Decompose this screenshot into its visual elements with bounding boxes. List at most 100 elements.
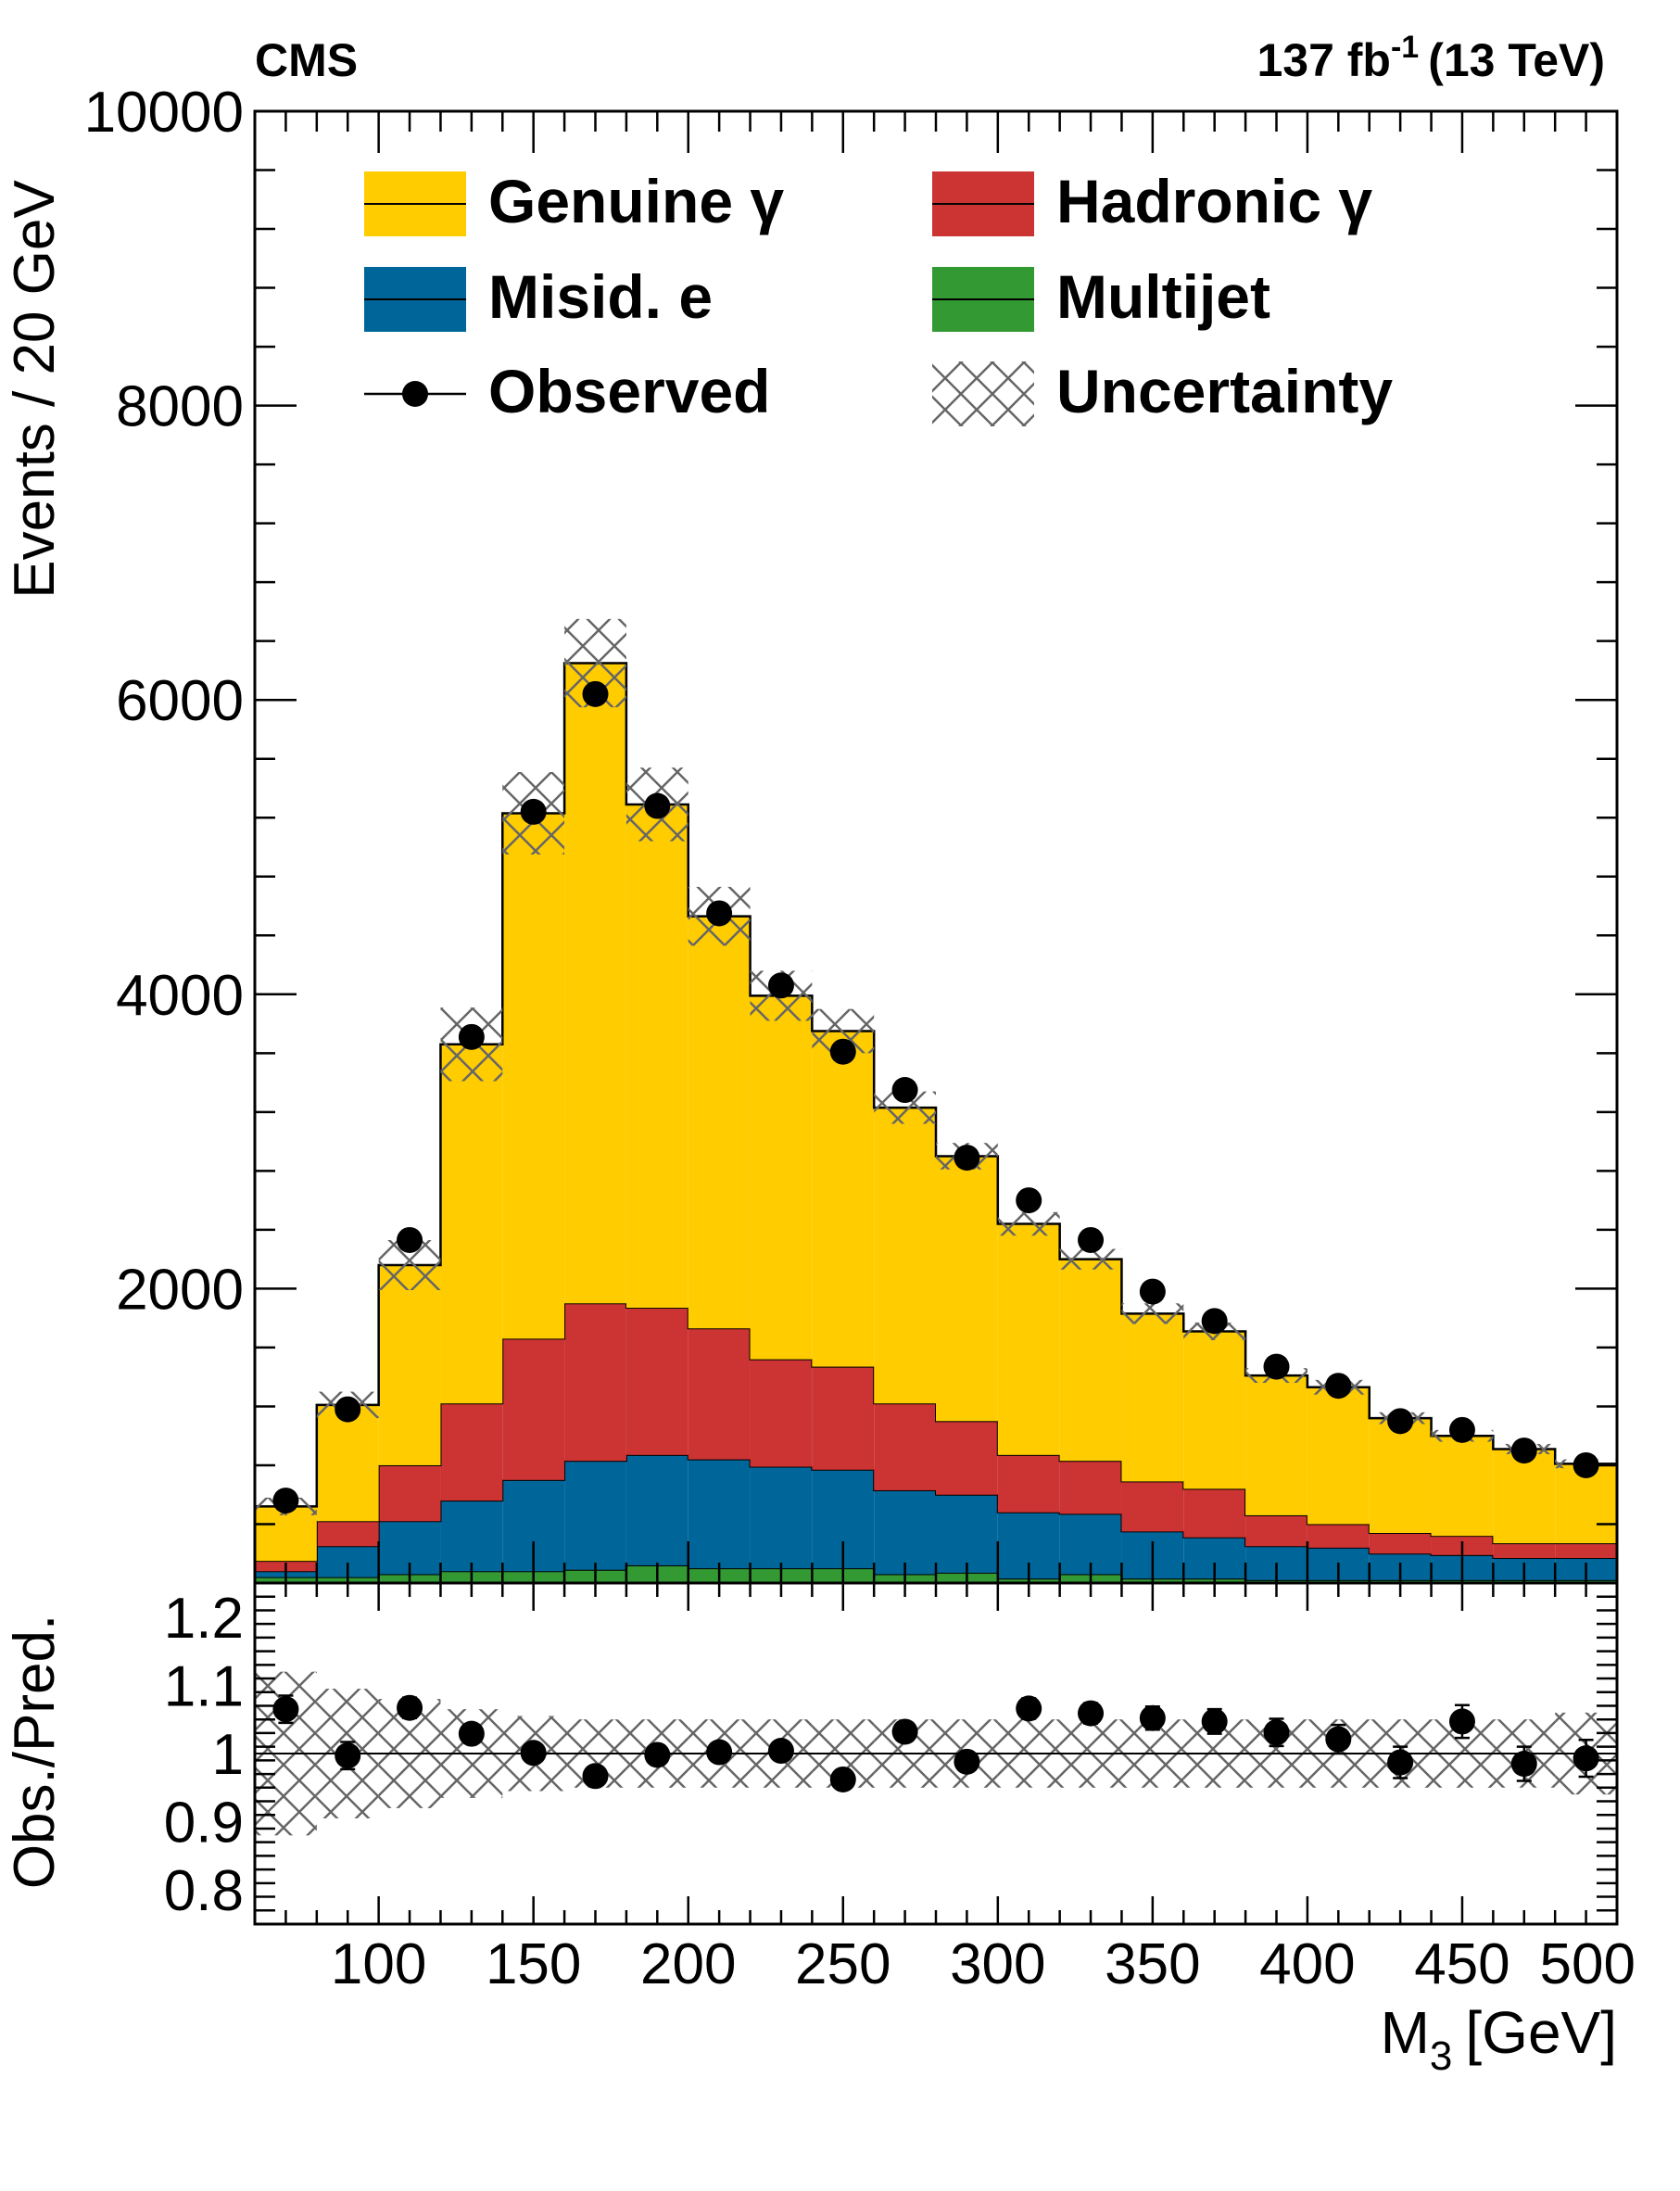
x-axis-label: M3 [GeV]: [1381, 1999, 1617, 2079]
experiment-label: CMS: [255, 34, 358, 86]
legend-item-observed: Observed: [364, 357, 770, 425]
bar-genuine: [688, 916, 751, 1329]
observed-point: [644, 792, 671, 819]
bar-hadronic: [1555, 1543, 1617, 1559]
ratio-point: [1201, 1708, 1228, 1735]
observed-point: [458, 1023, 485, 1050]
legend-item-uncertainty: Uncertainty: [932, 357, 1393, 426]
bar-misid: [936, 1494, 998, 1573]
legend-swatch-uncertainty: [932, 361, 1034, 426]
x-tick-label: 400: [1259, 1932, 1355, 1996]
bar-genuine: [1183, 1331, 1246, 1489]
ratio-point: [397, 1694, 423, 1721]
legend-item-multijet: Multijet: [932, 262, 1270, 332]
bar-genuine: [1245, 1375, 1307, 1515]
bar-genuine: [564, 663, 626, 1304]
bar-genuine: [1121, 1313, 1184, 1482]
bar-hadronic: [440, 1403, 503, 1501]
observed-point: [1139, 1278, 1166, 1305]
legend-label-multijet: Multijet: [1056, 262, 1270, 331]
bar-hadronic: [1493, 1543, 1556, 1559]
bar-genuine: [1431, 1436, 1494, 1537]
ratio-point: [272, 1696, 299, 1723]
legend-label-genuine: Genuine γ: [488, 167, 784, 235]
observed-point: [520, 798, 547, 825]
observed-point: [706, 900, 733, 927]
x-tick-labels: 100 150 200 250 300 350 400 450 500: [331, 1932, 1636, 1996]
bar-hadronic: [688, 1328, 751, 1460]
bar-hadronic: [1059, 1461, 1122, 1514]
ratio-y-tick-label: 0.9: [164, 1792, 244, 1855]
ratio-point: [1263, 1719, 1290, 1746]
bar-hadronic: [564, 1303, 626, 1462]
bar-hadronic: [502, 1338, 565, 1480]
legend-marker-dot: [402, 381, 428, 407]
ratio-point: [335, 1742, 361, 1769]
x-tick-label: 200: [640, 1932, 736, 1996]
ratio-point: [1325, 1726, 1352, 1753]
legend-item-genuine: Genuine γ: [364, 167, 784, 236]
observed-point: [891, 1077, 918, 1104]
observed-point: [397, 1226, 423, 1253]
uncertainty-box: [1121, 1303, 1184, 1324]
y-tick-label: 2000: [116, 1258, 244, 1322]
ratio-point: [1510, 1751, 1537, 1778]
bar-misid: [564, 1461, 626, 1570]
main-y-tick-labels: 2000 4000 6000 8000 10000: [84, 81, 244, 1322]
bar-hadronic: [1121, 1481, 1184, 1532]
x-tick-label: 100: [331, 1932, 426, 1996]
bar-genuine: [936, 1156, 998, 1422]
uncertainty-box: [997, 1211, 1060, 1236]
bar-genuine: [1369, 1418, 1432, 1534]
observed-point: [1448, 1416, 1475, 1443]
legend-label-hadronic: Hadronic γ: [1056, 167, 1372, 235]
bar-genuine: [625, 804, 688, 1309]
y-tick-label: 10000: [84, 81, 244, 145]
observed-point: [1325, 1373, 1352, 1399]
observed-point: [1016, 1187, 1042, 1214]
ratio-point: [767, 1738, 794, 1765]
ratio-point: [891, 1718, 918, 1745]
x-tick-label: 450: [1414, 1932, 1509, 1996]
bar-genuine: [812, 1031, 875, 1367]
ratio-point: [954, 1748, 980, 1775]
bar-misid: [625, 1454, 688, 1565]
observed-point: [767, 972, 794, 999]
bar-hadronic: [378, 1464, 441, 1522]
ratio-y-tick-labels: 0.80.911.11.2: [164, 1587, 244, 1923]
bar-misid: [440, 1501, 503, 1572]
bar-genuine: [1493, 1449, 1556, 1544]
observed-point: [335, 1396, 361, 1423]
main-y-axis-label: Events / 20 GeV: [3, 180, 67, 599]
observed-point: [1201, 1308, 1228, 1335]
bar-genuine: [1059, 1259, 1122, 1462]
ratio-y-tick-label: 1.2: [164, 1587, 244, 1651]
lumi-prefix: 137 fb: [1257, 34, 1391, 86]
x-tick-label: 350: [1105, 1932, 1200, 1996]
ratio-point: [582, 1763, 609, 1790]
ratio-point: [1016, 1695, 1042, 1722]
x-tick-label: 150: [486, 1932, 581, 1996]
ratio-point: [644, 1741, 671, 1768]
bar-hadronic: [812, 1366, 875, 1470]
ratio-point: [829, 1766, 856, 1792]
y-tick-label: 4000: [116, 964, 244, 1028]
observed-points: [272, 680, 1599, 1514]
lumi-label: 137 fb-1 (13 TeV): [1257, 30, 1605, 86]
ratio-panel: 0.80.911.11.2 100 150 200 250 300 350 400 450 50…: [3, 1581, 1636, 2079]
bar-hadronic: [874, 1403, 936, 1490]
lumi-exponent: -1: [1391, 30, 1419, 65]
observed-point: [829, 1038, 856, 1065]
bar-hadronic: [1307, 1524, 1370, 1548]
bar-genuine: [378, 1264, 441, 1465]
bar-genuine: [255, 1506, 317, 1562]
ratio-ticks: [255, 1581, 1619, 1926]
bar-misid: [750, 1466, 813, 1569]
legend-label-misid: Misid. e: [488, 262, 713, 331]
bar-hadronic: [1369, 1533, 1432, 1554]
legend: Genuine γ Hadronic γ Misid. e Multijet O…: [364, 167, 1393, 426]
x-axis-label-main: M: [1381, 1999, 1430, 2066]
x-axis-label-sub: 3: [1430, 2033, 1452, 2079]
bar-genuine: [997, 1223, 1060, 1455]
x-tick-label: 250: [795, 1932, 891, 1996]
